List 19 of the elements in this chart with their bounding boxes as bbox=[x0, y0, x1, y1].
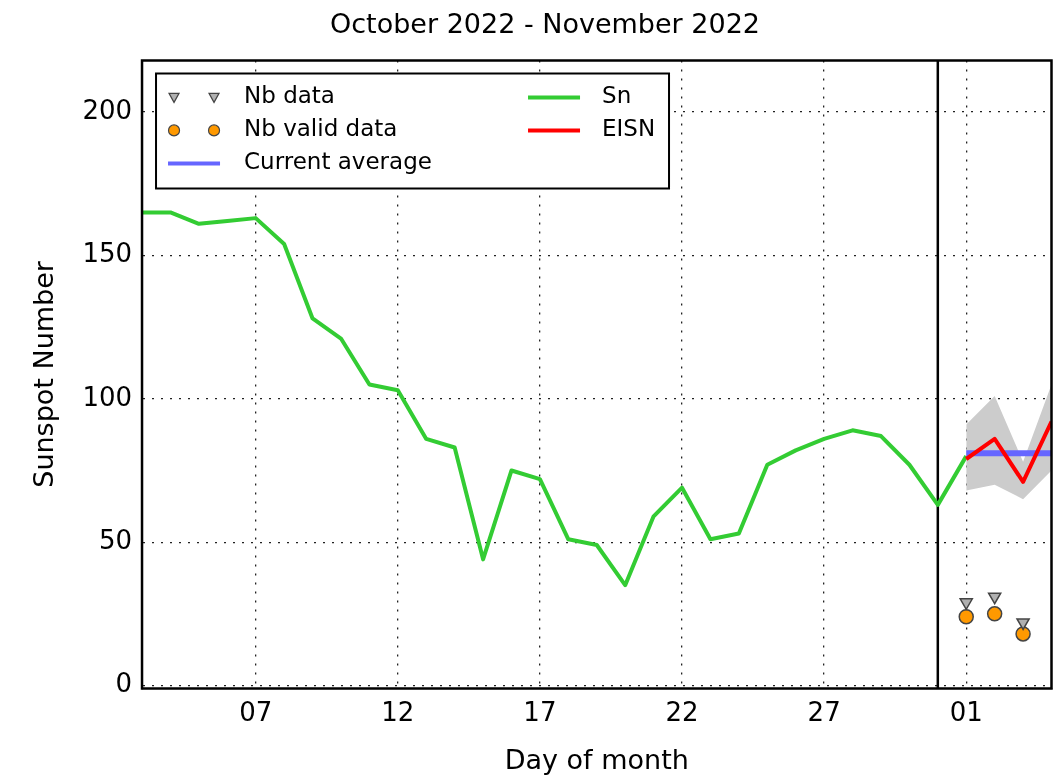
y-tick-label: 50 bbox=[98, 524, 133, 555]
legend-label: Sn bbox=[602, 82, 632, 109]
legend-label: Current average bbox=[244, 148, 432, 175]
x-tick-label: 07 bbox=[239, 696, 273, 727]
x-tick-label: 27 bbox=[807, 696, 841, 727]
legend-label: EISN bbox=[602, 115, 656, 142]
x-tick-label: 17 bbox=[523, 696, 557, 727]
y-tick-label: 150 bbox=[82, 238, 133, 269]
legend-label: Nb valid data bbox=[244, 115, 398, 142]
chart-title: October 2022 - November 2022 bbox=[329, 8, 761, 40]
legend-label: Nb data bbox=[244, 82, 335, 109]
y-tick-label: 0 bbox=[115, 668, 133, 699]
x-tick-label: 12 bbox=[381, 696, 415, 727]
x-tick-label: 22 bbox=[665, 696, 699, 727]
x-axis-title: Day of month bbox=[504, 743, 689, 775]
x-tick-label: 01 bbox=[949, 696, 983, 727]
y-tick-label: 100 bbox=[82, 381, 133, 412]
y-axis-title: Sunspot Number bbox=[28, 260, 60, 488]
y-tick-label: 200 bbox=[82, 94, 133, 125]
